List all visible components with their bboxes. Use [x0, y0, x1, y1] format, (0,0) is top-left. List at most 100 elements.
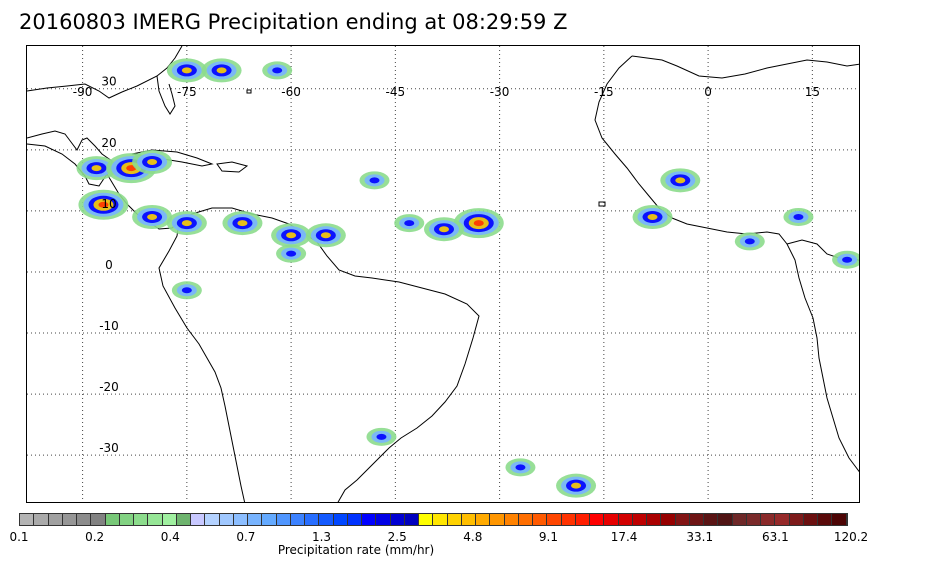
- colorbar: [19, 513, 848, 526]
- lat-tick-label: -20: [99, 380, 119, 394]
- colorbar-swatch: [746, 514, 761, 525]
- lat-tick-label: 0: [105, 258, 113, 272]
- colorbar-swatch: [476, 514, 491, 525]
- precip-cell: [660, 168, 701, 193]
- longitude-labels: -90 -75 -60 -45 -30 -15 0 15: [73, 85, 820, 99]
- colorbar-swatch: [632, 514, 647, 525]
- colorbar-swatch: [176, 514, 191, 525]
- precip-cell: [424, 217, 464, 242]
- colorbar-swatch: [262, 514, 277, 525]
- map-title: 20160803 IMERG Precipitation ending at 0…: [19, 10, 568, 34]
- colorbar-swatch: [618, 514, 633, 525]
- colorbar-swatch: [34, 514, 49, 525]
- precip-cell: [832, 250, 859, 269]
- coastline-florida: [156, 75, 176, 115]
- lon-tick-label: -60: [281, 85, 301, 99]
- colorbar-swatch: [518, 514, 533, 525]
- colorbar-swatch: [718, 514, 733, 525]
- colorbar-swatch: [376, 514, 391, 525]
- colorbar-swatch: [248, 514, 263, 525]
- colorbar-swatch: [362, 514, 377, 525]
- map-canvas: -90 -75 -60 -45 -30 -15 0 15 30 20 10 0 -10 -20 -30: [27, 46, 859, 502]
- colorbar-swatch: [504, 514, 519, 525]
- precip-cell: [132, 150, 173, 175]
- colorbar-swatch: [62, 514, 77, 525]
- colorbar-tick-label: 4.8: [463, 530, 483, 544]
- colorbar-swatch: [20, 514, 35, 525]
- colorbar-swatch: [305, 514, 320, 525]
- precip-cell: [734, 232, 765, 251]
- colorbar-swatch: [547, 514, 562, 525]
- colorbar-tick-label: 9.1: [538, 530, 558, 544]
- island-cape-verde: [598, 201, 606, 207]
- colorbar-tick-label: 33.1: [686, 530, 714, 544]
- precip-cell: [783, 207, 814, 226]
- colorbar-swatch: [789, 514, 804, 525]
- precip-cell: [222, 211, 263, 236]
- precip-cell: [271, 223, 312, 248]
- colorbar-swatch: [675, 514, 690, 525]
- colorbar-swatch: [233, 514, 248, 525]
- precip-cell: [78, 189, 129, 220]
- lon-tick-label: 15: [805, 85, 820, 99]
- colorbar-swatch: [77, 514, 92, 525]
- precip-cell: [166, 58, 207, 83]
- colorbar-tick-label: 0.1: [9, 530, 29, 544]
- precip-cell: [359, 171, 390, 190]
- colorbar-swatch: [561, 514, 576, 525]
- colorbar-swatch: [347, 514, 362, 525]
- precip-cell: [556, 473, 597, 498]
- colorbar-swatch: [219, 514, 234, 525]
- colorbar-swatch: [319, 514, 334, 525]
- lon-tick-label: -90: [73, 85, 93, 99]
- lat-tick-label: 10: [101, 197, 116, 211]
- colorbar-swatch: [803, 514, 818, 525]
- precip-cell: [632, 204, 673, 229]
- colorbar-swatch: [148, 514, 163, 525]
- precip-cell: [453, 208, 504, 239]
- colorbar-title-text: Precipitation rate (mm/hr): [277, 543, 435, 557]
- map-panel: -90 -75 -60 -45 -30 -15 0 15 30 20 10 0 -10 -20 -30: [26, 45, 860, 503]
- colorbar-swatch: [91, 514, 106, 525]
- colorbar-tick-label: 63.1: [762, 530, 789, 544]
- colorbar-swatch: [290, 514, 305, 525]
- colorbar-swatch: [433, 514, 448, 525]
- colorbar-swatch: [333, 514, 348, 525]
- coastline-africa: [631, 55, 859, 79]
- lon-tick-label: -30: [490, 85, 510, 99]
- lat-tick-label: -10: [99, 319, 119, 333]
- precip-cell: [166, 211, 207, 236]
- lat-tick-label: 30: [101, 75, 116, 89]
- coastline-central-america: [27, 130, 113, 187]
- graticule: [27, 46, 859, 502]
- colorbar-tick-label: 0.4: [160, 530, 180, 544]
- colorbar-swatch: [461, 514, 476, 525]
- colorbar-swatch: [818, 514, 833, 525]
- precip-cell: [366, 427, 397, 446]
- precip-cell: [262, 61, 293, 80]
- precip-cell: [171, 281, 202, 300]
- lon-tick-label: 0: [704, 85, 712, 99]
- colorbar-swatch: [390, 514, 405, 525]
- colorbar-swatch: [732, 514, 747, 525]
- colorbar-swatch: [48, 514, 63, 525]
- colorbar-swatch: [832, 514, 847, 525]
- colorbar-swatch: [590, 514, 605, 525]
- precip-cell: [305, 223, 346, 248]
- colorbar-swatch: [575, 514, 590, 525]
- colorbar-swatch: [105, 514, 120, 525]
- coastline-hispaniola: [216, 161, 249, 173]
- precip-cell: [76, 156, 117, 181]
- colorbar-swatch: [775, 514, 790, 525]
- colorbar-tick-label: 0.7: [236, 530, 256, 544]
- colorbar-swatch: [162, 514, 177, 525]
- lon-tick-label: -45: [386, 85, 406, 99]
- colorbar-swatch: [647, 514, 662, 525]
- colorbar-tick-label: 1.3: [311, 530, 332, 544]
- colorbar-swatch: [689, 514, 704, 525]
- coastline-south-america: [178, 207, 480, 502]
- colorbar-swatch: [447, 514, 462, 525]
- lon-tick-label: -15: [594, 85, 614, 99]
- colorbar-swatch: [604, 514, 619, 525]
- colorbar-swatch: [404, 514, 419, 525]
